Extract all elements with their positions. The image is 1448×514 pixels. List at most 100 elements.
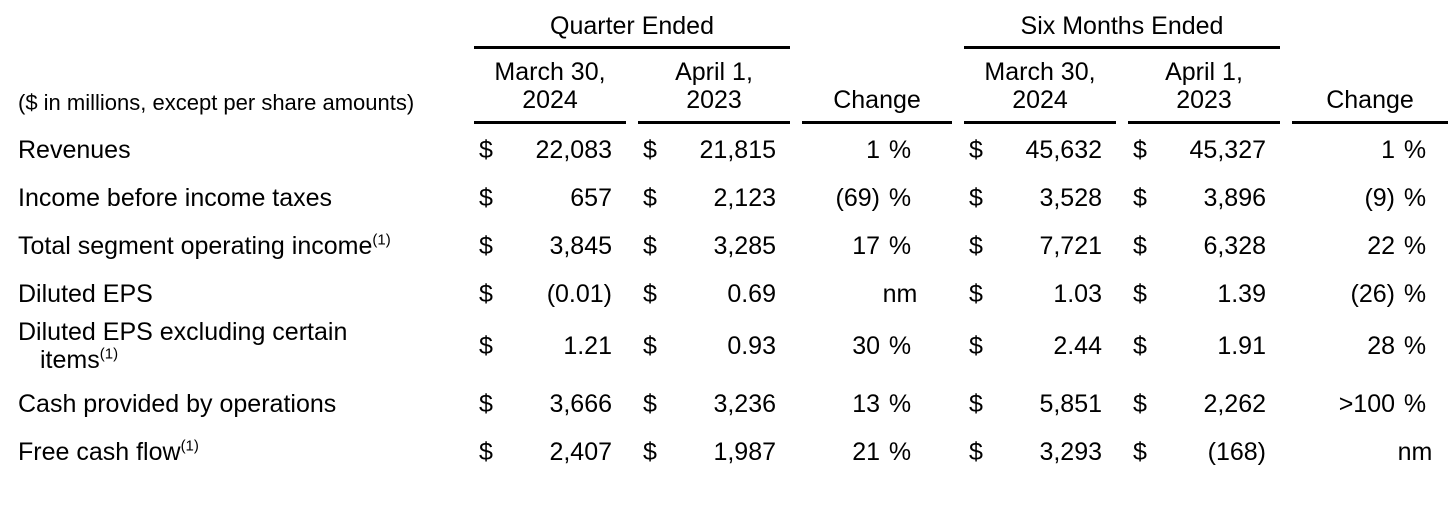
row-label: Diluted EPS (18, 280, 153, 308)
column-header-change-quarter: Change (802, 86, 952, 124)
cell-quarter-2023: $ 0.69 (638, 280, 790, 308)
value-sixmonths-2024: 45,632 (1025, 136, 1102, 164)
cell-change-sixmonths: (9) % (1292, 184, 1448, 212)
group-header-six-months-ended: Six Months Ended (964, 12, 1280, 49)
change-value-quarter: 21 (852, 438, 880, 466)
dollar-sign: $ (643, 390, 657, 418)
dollar-sign: $ (643, 232, 657, 260)
row-label-cell: Free cash flow(1) (0, 438, 462, 466)
cell-sixmonths-2024: $ 3,293 (964, 438, 1116, 466)
change-value-sixmonths: 1 (1381, 136, 1395, 164)
cell-change-quarter: 30 % (802, 332, 952, 360)
row-label: Income before income taxes (18, 184, 333, 212)
cell-change-sixmonths: 1 % (1292, 136, 1448, 164)
change-unit-quarter: % (888, 184, 912, 212)
value-quarter-2024: 3,666 (549, 390, 612, 418)
column-header-quarter-2023: April 1, 2023 (638, 58, 790, 124)
dollar-sign: $ (1133, 332, 1147, 360)
dollar-sign: $ (969, 280, 983, 308)
change-value-sixmonths: (26) (1350, 280, 1395, 308)
cell-quarter-2023: $ 2,123 (638, 184, 790, 212)
value-sixmonths-2024: 2.44 (1053, 332, 1102, 360)
change-unit-sixmonths: % (1403, 280, 1427, 308)
cell-sixmonths-2024: $ 7,721 (964, 232, 1116, 260)
change-unit-quarter: % (888, 438, 912, 466)
date-line: March 30, (494, 58, 606, 86)
row-label-cell: Revenues (0, 136, 462, 164)
cell-quarter-2024: $ 22,083 (474, 136, 626, 164)
cell-change-sixmonths: >100 % (1292, 390, 1448, 418)
footnote-reference: (1) (180, 437, 199, 455)
cell-quarter-2023: $ 1,987 (638, 438, 790, 466)
value-quarter-2023: 2,123 (713, 184, 776, 212)
dollar-sign: $ (479, 332, 493, 360)
change-unit-quarter: % (888, 136, 912, 164)
column-header-row: ($ in millions, except per share amounts… (0, 58, 1448, 124)
cell-sixmonths-2023: $ 1.91 (1128, 332, 1280, 360)
value-sixmonths-2024: 5,851 (1039, 390, 1102, 418)
table-row: Diluted EPS excluding certain items(1) $… (0, 318, 1448, 374)
change-unit-quarter: % (888, 390, 912, 418)
cell-quarter-2024: $ 657 (474, 184, 626, 212)
dollar-sign: $ (969, 184, 983, 212)
value-quarter-2024: 22,083 (535, 136, 612, 164)
change-value-sixmonths: >100 (1338, 390, 1395, 418)
value-quarter-2024: 3,845 (549, 232, 612, 260)
footnote-reference: (1) (99, 345, 119, 363)
value-quarter-2024: 657 (570, 184, 612, 212)
cell-change-sixmonths: nm (1292, 438, 1448, 466)
row-label: Revenues (18, 136, 131, 164)
dollar-sign: $ (643, 280, 657, 308)
cell-change-sixmonths: 28 % (1292, 332, 1448, 360)
cell-quarter-2024: $ 1.21 (474, 332, 626, 360)
change-unit-sixmonths: % (1403, 390, 1427, 418)
change-value-quarter: 1 (866, 136, 880, 164)
value-sixmonths-2023: 3,896 (1203, 184, 1266, 212)
dollar-sign: $ (479, 390, 493, 418)
column-header-sixmonths-2024: March 30, 2024 (964, 58, 1116, 124)
cell-quarter-2023: $ 3,285 (638, 232, 790, 260)
dollar-sign: $ (1133, 390, 1147, 418)
dollar-sign: $ (479, 280, 493, 308)
group-header-quarter-ended: Quarter Ended (474, 12, 790, 49)
cell-quarter-2024: $ (0.01) (474, 280, 626, 308)
dollar-sign: $ (479, 136, 493, 164)
value-sixmonths-2024: 3,528 (1039, 184, 1102, 212)
value-quarter-2023: 21,815 (699, 136, 776, 164)
group-header-row: Quarter Ended Six Months Ended (0, 12, 1448, 49)
dollar-sign: $ (1133, 280, 1147, 308)
units-note: ($ in millions, except per share amounts… (18, 90, 415, 115)
dollar-sign: $ (479, 232, 493, 260)
value-quarter-2023: 3,236 (713, 390, 776, 418)
dollar-sign: $ (643, 438, 657, 466)
row-label-cell: Cash provided by operations (0, 390, 462, 418)
cell-sixmonths-2024: $ 45,632 (964, 136, 1116, 164)
table-row: Income before income taxes $ 657 $ 2,123… (0, 174, 1448, 222)
table-row: Total segment operating income(1) $ 3,84… (0, 222, 1448, 270)
dollar-sign: $ (643, 184, 657, 212)
value-quarter-2024: (0.01) (546, 280, 612, 308)
date-line: 2023 (686, 86, 742, 114)
change-unit-quarter: nm (882, 280, 918, 308)
dollar-sign: $ (643, 332, 657, 360)
table-row: Diluted EPS $ (0.01) $ 0.69 nm $ 1.03 $ … (0, 270, 1448, 318)
date-line: March 30, (984, 58, 1096, 86)
value-sixmonths-2024: 3,293 (1039, 438, 1102, 466)
value-sixmonths-2023: 1.39 (1217, 280, 1266, 308)
cell-sixmonths-2024: $ 2.44 (964, 332, 1116, 360)
cell-quarter-2023: $ 21,815 (638, 136, 790, 164)
change-unit-sixmonths: % (1403, 184, 1427, 212)
dollar-sign: $ (1133, 232, 1147, 260)
date-line: 2024 (522, 86, 578, 114)
change-unit-sixmonths: % (1403, 332, 1427, 360)
change-unit-quarter: % (888, 332, 912, 360)
value-sixmonths-2023: (168) (1207, 438, 1266, 466)
change-value-sixmonths: (9) (1364, 184, 1395, 212)
column-header-quarter-2024: March 30, 2024 (474, 58, 626, 124)
change-unit-sixmonths: % (1403, 232, 1427, 260)
table-row: Cash provided by operations $ 3,666 $ 3,… (0, 380, 1448, 428)
column-header-sixmonths-2023: April 1, 2023 (1128, 58, 1280, 124)
dollar-sign: $ (969, 390, 983, 418)
cell-sixmonths-2024: $ 1.03 (964, 280, 1116, 308)
